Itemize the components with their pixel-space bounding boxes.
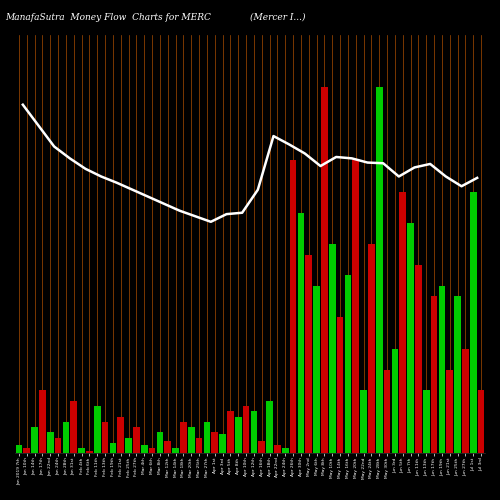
Bar	[149, 448, 156, 453]
Bar	[454, 296, 461, 453]
Bar	[250, 412, 257, 453]
Bar	[266, 401, 273, 453]
Bar	[274, 445, 280, 453]
Bar	[446, 370, 453, 453]
Bar	[470, 192, 476, 453]
Bar	[16, 445, 22, 453]
Bar	[344, 276, 351, 453]
Bar	[376, 88, 382, 453]
Bar	[204, 422, 210, 453]
Bar	[408, 223, 414, 453]
Bar	[235, 416, 242, 453]
Bar	[360, 390, 367, 453]
Bar	[321, 88, 328, 453]
Bar	[55, 438, 62, 453]
Bar	[400, 192, 406, 453]
Bar	[24, 448, 30, 453]
Bar	[32, 427, 38, 453]
Bar	[306, 254, 312, 453]
Bar	[384, 370, 390, 453]
Bar	[94, 406, 100, 453]
Bar	[110, 443, 116, 453]
Bar	[298, 212, 304, 453]
Text: (Mercer I...): (Mercer I...)	[250, 12, 306, 22]
Bar	[478, 390, 484, 453]
Bar	[172, 448, 179, 453]
Bar	[337, 318, 344, 453]
Bar	[415, 265, 422, 453]
Bar	[314, 286, 320, 453]
Bar	[352, 160, 359, 453]
Text: ManafaSutra  Money Flow  Charts for MERC: ManafaSutra Money Flow Charts for MERC	[5, 12, 211, 22]
Bar	[70, 401, 77, 453]
Bar	[188, 427, 194, 453]
Bar	[438, 286, 445, 453]
Bar	[212, 432, 218, 453]
Bar	[141, 445, 148, 453]
Bar	[180, 422, 186, 453]
Bar	[462, 348, 468, 453]
Bar	[290, 160, 296, 453]
Bar	[329, 244, 336, 453]
Bar	[220, 434, 226, 453]
Bar	[431, 296, 438, 453]
Bar	[156, 432, 163, 453]
Bar	[258, 440, 265, 453]
Bar	[62, 422, 69, 453]
Bar	[164, 440, 171, 453]
Bar	[126, 438, 132, 453]
Bar	[47, 432, 54, 453]
Bar	[282, 448, 288, 453]
Bar	[423, 390, 430, 453]
Bar	[243, 406, 250, 453]
Bar	[39, 390, 46, 453]
Bar	[133, 427, 140, 453]
Bar	[196, 438, 202, 453]
Bar	[368, 244, 374, 453]
Bar	[392, 348, 398, 453]
Bar	[227, 412, 234, 453]
Bar	[78, 448, 85, 453]
Bar	[118, 416, 124, 453]
Bar	[86, 451, 92, 453]
Bar	[102, 422, 108, 453]
